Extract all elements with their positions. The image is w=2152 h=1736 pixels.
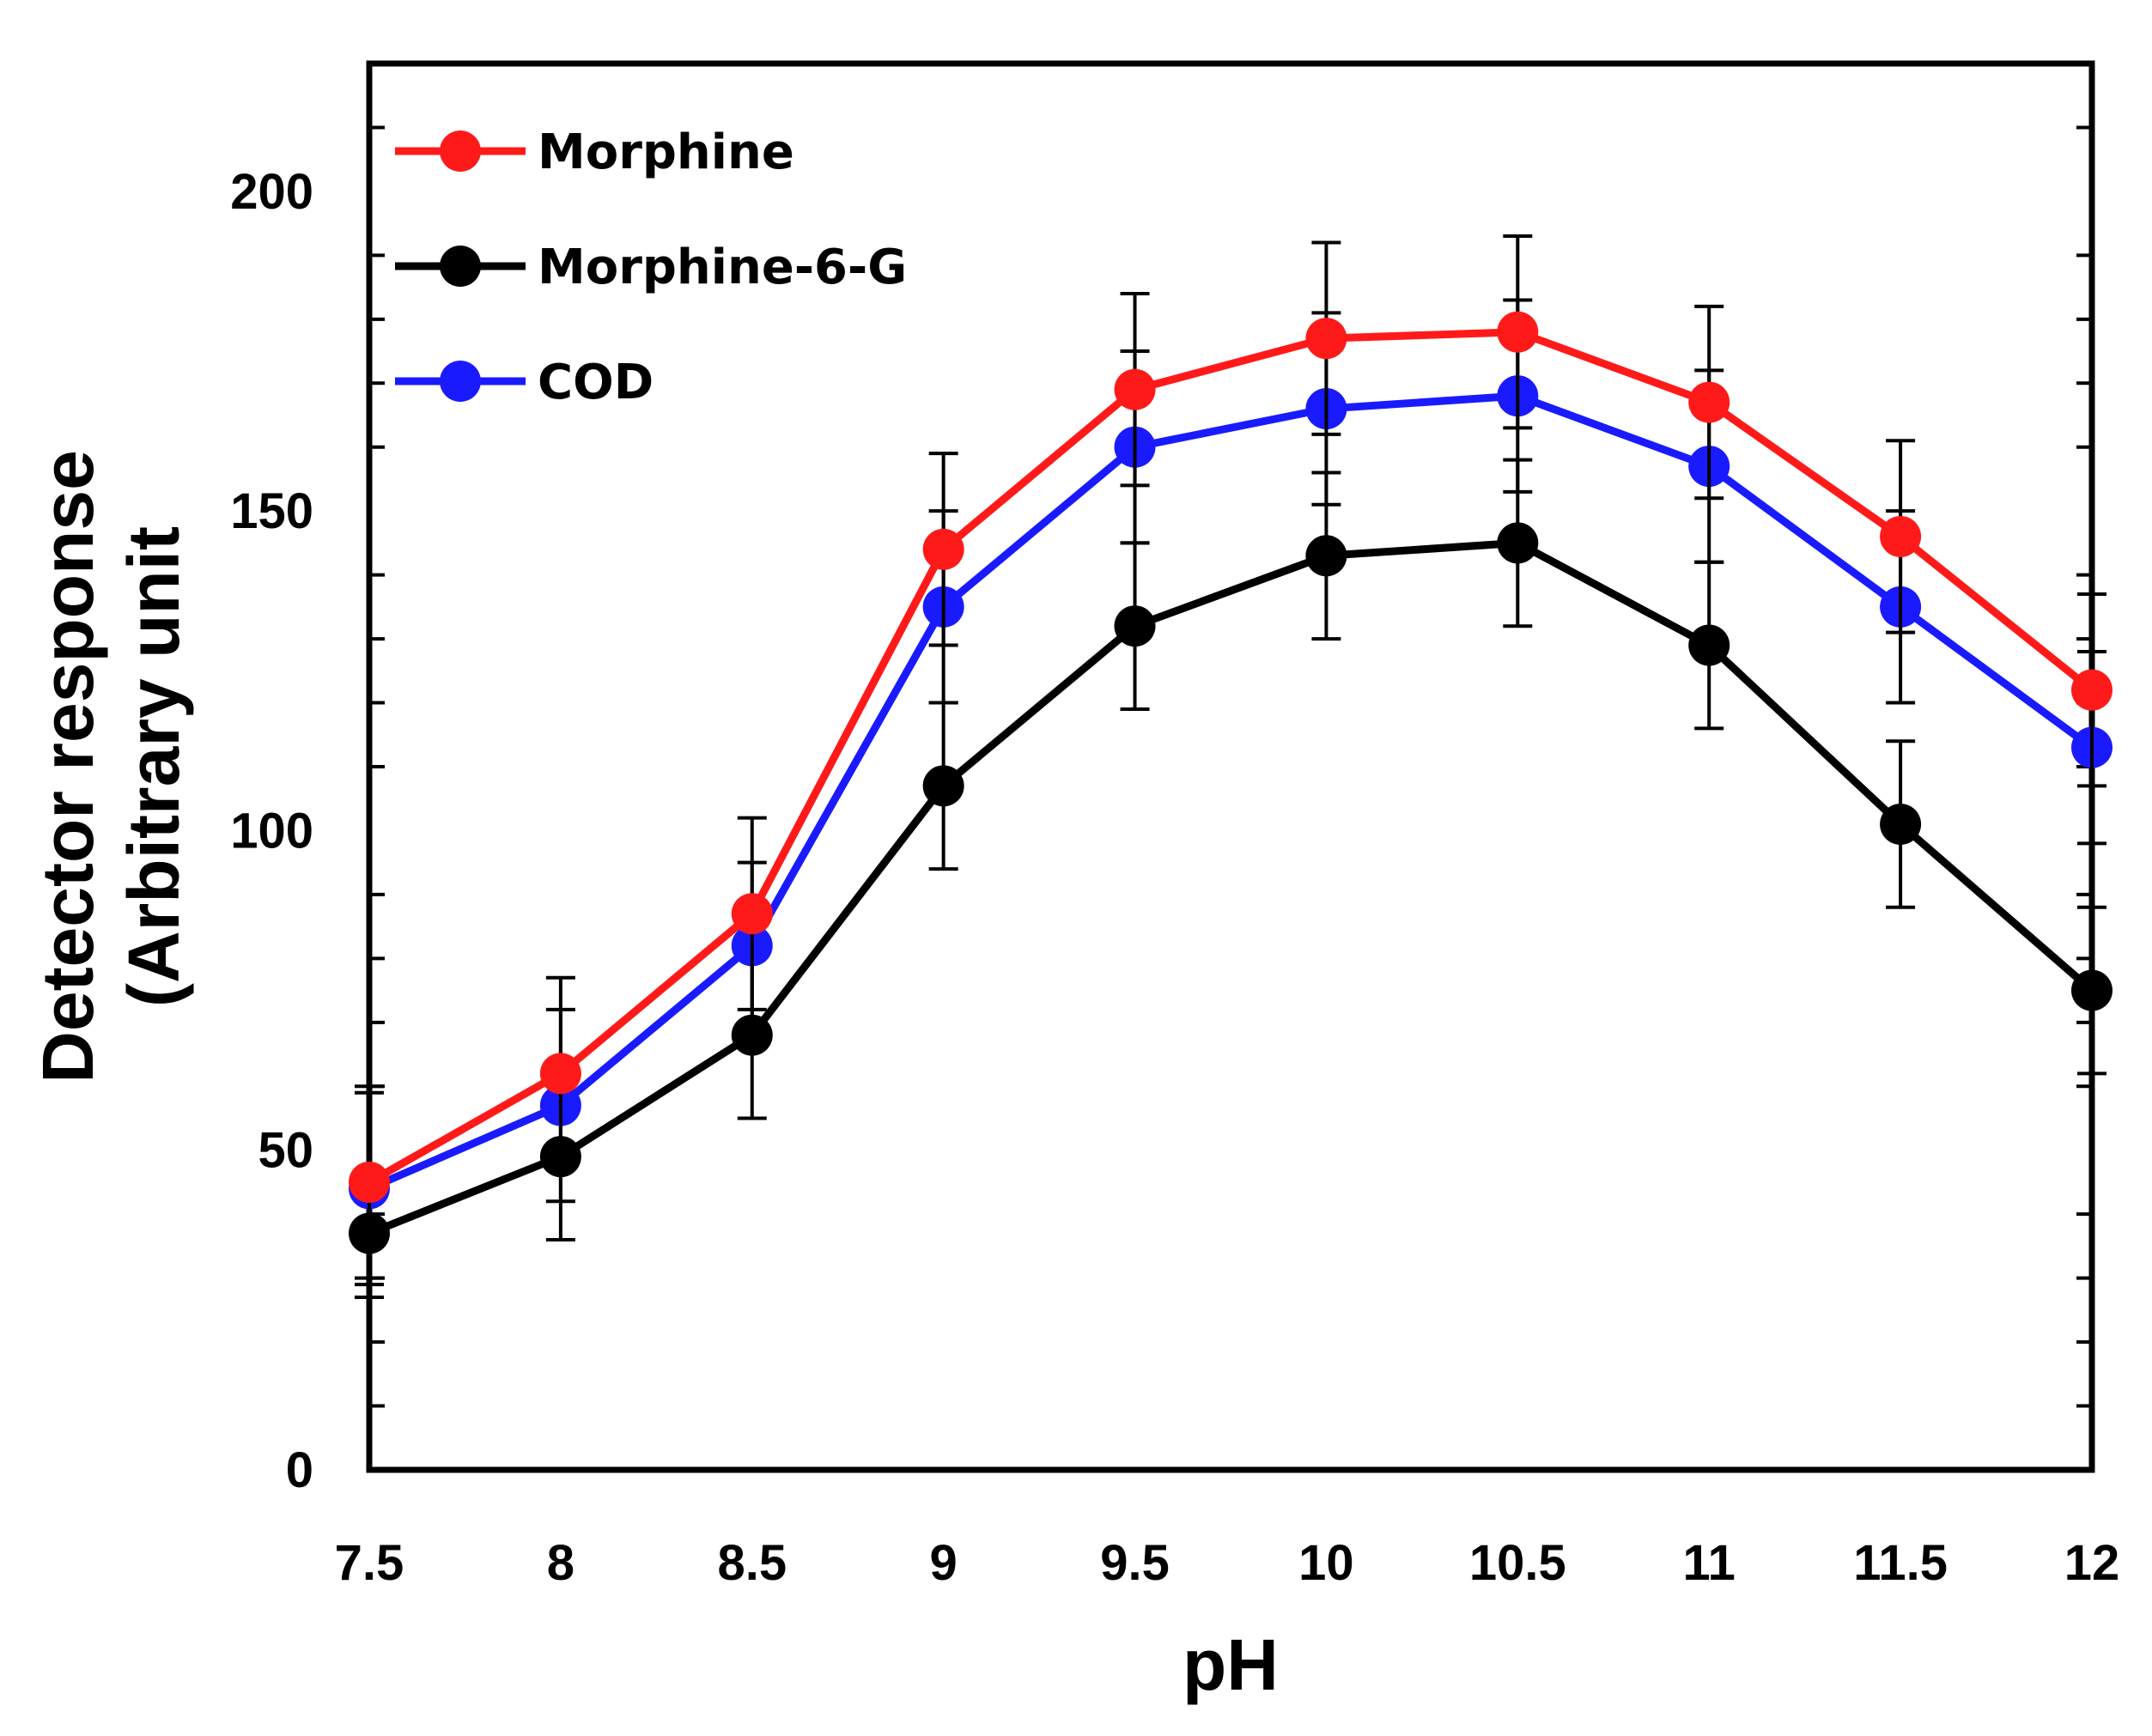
legend-marker — [440, 131, 481, 172]
legend: Morphine Morphine-6-G COD — [395, 124, 907, 410]
series-line — [368, 392, 2094, 1193]
data-point — [1497, 522, 1539, 564]
data-point — [1497, 311, 1539, 353]
y-axis-title-line-1: Detector response — [27, 450, 108, 1083]
data-point — [922, 528, 964, 570]
data-point — [1305, 318, 1347, 360]
x-tick-label: 10.5 — [1469, 1535, 1566, 1591]
data-point — [731, 1014, 773, 1056]
x-axis-ticks: 7.5 8 8.5 9 9.5 10 10.5 11 11.5 12 — [335, 1535, 2120, 1591]
y-tick-label: 150 — [230, 483, 313, 539]
legend-label: COD — [538, 355, 654, 410]
data-point — [1880, 515, 1922, 557]
legend-marker — [440, 246, 481, 287]
data-point — [1114, 368, 1156, 410]
legend-label: Morphine — [538, 124, 794, 180]
x-tick-label: 7.5 — [335, 1535, 404, 1591]
y-tick-label: 50 — [258, 1123, 313, 1179]
data-point — [1114, 605, 1156, 647]
series-morphine-6-g — [349, 458, 2112, 1299]
data-point — [922, 765, 964, 807]
series-morphine — [349, 234, 2112, 1280]
y-axis-ticks: 0 50 100 150 200 — [230, 62, 2092, 1498]
series-line — [368, 538, 2094, 1237]
data-point — [731, 893, 773, 935]
y-tick-label: 100 — [230, 803, 313, 859]
data-point — [349, 1161, 390, 1203]
y-tick-label: 200 — [230, 164, 313, 220]
x-tick-label: 9.5 — [1100, 1535, 1170, 1591]
x-tick-label: 8 — [547, 1535, 574, 1591]
x-tick-label: 11.5 — [1853, 1535, 1948, 1591]
data-point — [1880, 804, 1922, 846]
data-point — [1688, 624, 1730, 666]
x-tick-label: 10 — [1298, 1535, 1354, 1591]
y-axis-title-line-2: (Arbitrary unit — [113, 526, 194, 1007]
data-point — [2071, 969, 2112, 1011]
data-point — [539, 1053, 581, 1095]
series-layer — [349, 234, 2112, 1299]
x-tick-label: 12 — [2064, 1535, 2120, 1591]
y-tick-label: 0 — [286, 1442, 313, 1498]
x-tick-label: 11 — [1683, 1535, 1736, 1591]
legend-label: Morphine-6-G — [538, 240, 907, 295]
data-point — [1305, 535, 1347, 577]
legend-marker — [440, 361, 481, 402]
data-point — [2071, 669, 2112, 711]
data-point — [1688, 381, 1730, 423]
x-tick-label: 8.5 — [717, 1535, 787, 1591]
x-tick-label: 9 — [930, 1535, 957, 1591]
series-line — [367, 328, 2094, 1186]
x-axis-title: pH — [1182, 1624, 1279, 1705]
